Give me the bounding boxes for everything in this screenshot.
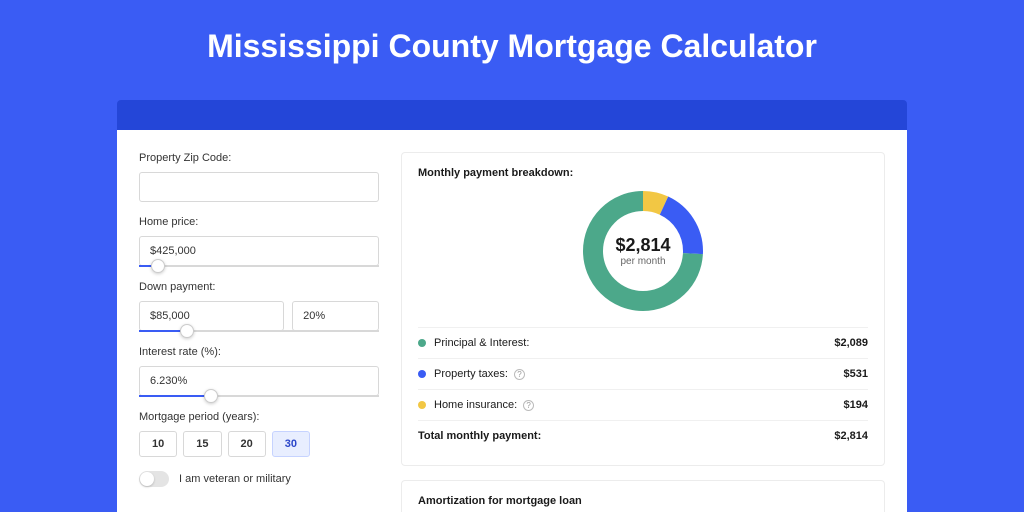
donut-center: $2,814 per month [581, 189, 705, 313]
label-insurance: Home insurance: ? [434, 399, 844, 411]
donut-value: $2,814 [615, 235, 670, 256]
period-option-10[interactable]: 10 [139, 431, 177, 457]
info-icon[interactable]: ? [514, 369, 525, 380]
rate-field: Interest rate (%): [139, 346, 379, 397]
value-taxes: $531 [844, 368, 868, 380]
period-options: 10 15 20 30 [139, 431, 379, 457]
home-price-input[interactable] [139, 236, 379, 266]
label-principal: Principal & Interest: [434, 337, 834, 349]
period-field: Mortgage period (years): 10 15 20 30 [139, 411, 379, 457]
period-label: Mortgage period (years): [139, 411, 379, 423]
row-principal: Principal & Interest: $2,089 [418, 327, 868, 358]
down-payment-slider-thumb[interactable] [180, 324, 194, 338]
down-payment-percent-input[interactable] [292, 301, 379, 331]
dot-taxes [418, 370, 426, 378]
period-option-15[interactable]: 15 [183, 431, 221, 457]
home-price-label: Home price: [139, 216, 379, 228]
page-title: Mississippi County Mortgage Calculator [0, 0, 1024, 65]
rate-slider-fill [139, 395, 211, 397]
rate-input[interactable] [139, 366, 379, 396]
down-payment-amount-input[interactable] [139, 301, 284, 331]
veteran-toggle-knob [140, 472, 154, 486]
down-payment-label: Down payment: [139, 281, 379, 293]
breakdown-panel: Monthly payment breakdown: $2,814 per mo… [401, 152, 885, 466]
page: Mississippi County Mortgage Calculator P… [0, 0, 1024, 512]
rate-slider[interactable] [139, 395, 379, 397]
donut-wrap: $2,814 per month [418, 189, 868, 313]
label-taxes-text: Property taxes: [434, 368, 508, 380]
label-taxes: Property taxes: ? [434, 368, 844, 380]
value-total: $2,814 [834, 430, 868, 442]
dot-principal [418, 339, 426, 347]
calculator-card: Property Zip Code: Home price: Down paym… [117, 130, 907, 512]
donut-sublabel: per month [620, 256, 665, 267]
down-payment-slider[interactable] [139, 330, 379, 332]
label-principal-text: Principal & Interest: [434, 337, 529, 349]
rate-label: Interest rate (%): [139, 346, 379, 358]
card-header-bar [117, 100, 907, 130]
donut-chart: $2,814 per month [581, 189, 705, 313]
label-total: Total monthly payment: [418, 430, 834, 442]
down-payment-field: Down payment: [139, 281, 379, 332]
value-insurance: $194 [844, 399, 868, 411]
period-option-20[interactable]: 20 [228, 431, 266, 457]
veteran-toggle[interactable] [139, 471, 169, 487]
row-total: Total monthly payment: $2,814 [418, 420, 868, 451]
zip-input[interactable] [139, 172, 379, 202]
info-icon[interactable]: ? [523, 400, 534, 411]
period-option-30[interactable]: 30 [272, 431, 310, 457]
home-price-slider-thumb[interactable] [151, 259, 165, 273]
dot-insurance [418, 401, 426, 409]
label-insurance-text: Home insurance: [434, 399, 517, 411]
row-insurance: Home insurance: ? $194 [418, 389, 868, 420]
zip-label: Property Zip Code: [139, 152, 379, 164]
amortization-title: Amortization for mortgage loan [418, 495, 868, 507]
row-taxes: Property taxes: ? $531 [418, 358, 868, 389]
veteran-row: I am veteran or military [139, 471, 379, 487]
home-price-slider[interactable] [139, 265, 379, 267]
breakdown-title: Monthly payment breakdown: [418, 167, 868, 179]
home-price-field: Home price: [139, 216, 379, 267]
veteran-label: I am veteran or military [179, 473, 291, 485]
amortization-panel: Amortization for mortgage loan Amortizat… [401, 480, 885, 512]
zip-field: Property Zip Code: [139, 152, 379, 202]
form-column: Property Zip Code: Home price: Down paym… [139, 152, 379, 512]
value-principal: $2,089 [834, 337, 868, 349]
rate-slider-thumb[interactable] [204, 389, 218, 403]
results-column: Monthly payment breakdown: $2,814 per mo… [401, 152, 885, 512]
